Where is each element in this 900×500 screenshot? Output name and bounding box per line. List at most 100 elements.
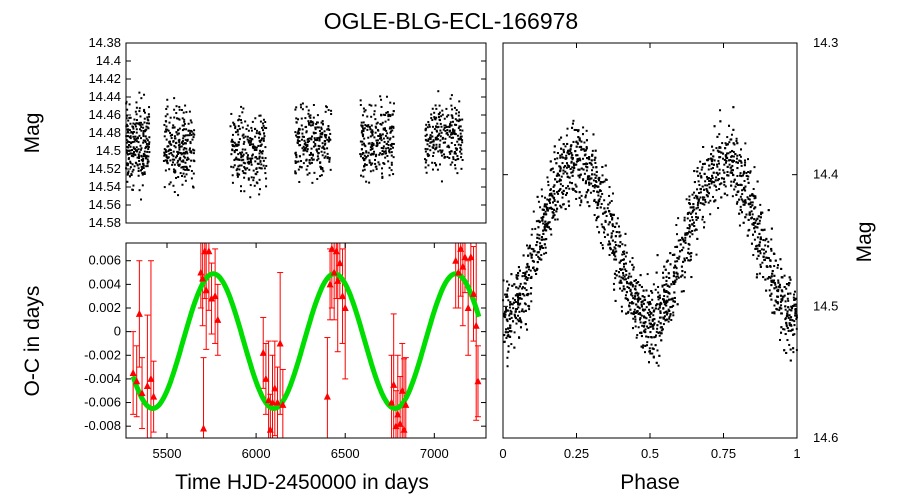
light-curve-point xyxy=(454,167,457,170)
light-curve-point xyxy=(259,133,262,136)
phase-point xyxy=(745,213,748,216)
light-curve-point xyxy=(140,165,143,168)
phase-point xyxy=(545,229,548,232)
light-curve-point xyxy=(146,150,149,153)
phase-point xyxy=(545,238,548,241)
light-curve-point xyxy=(307,138,310,141)
light-curve-point xyxy=(137,174,140,177)
light-curve-point xyxy=(441,113,444,116)
light-curve-point xyxy=(183,147,186,150)
light-curve-point xyxy=(247,141,250,144)
oc-point xyxy=(271,384,279,392)
light-curve-point xyxy=(360,124,363,127)
light-curve-point xyxy=(324,135,327,138)
phase-point xyxy=(730,133,733,136)
light-curve-point xyxy=(375,126,378,129)
phase-point xyxy=(713,181,716,184)
phase-point xyxy=(770,249,773,252)
light-curve-point xyxy=(460,156,463,159)
phase-point xyxy=(643,296,646,299)
light-curve-point xyxy=(295,153,298,156)
light-curve-point xyxy=(451,115,454,118)
oc-point xyxy=(341,304,349,311)
light-curve-point xyxy=(180,166,183,169)
phase-point xyxy=(558,165,561,168)
phase-point xyxy=(673,272,676,275)
phase-point xyxy=(603,211,606,214)
light-curve-point xyxy=(135,137,138,140)
phase-point xyxy=(527,304,530,307)
phase-point xyxy=(673,281,676,284)
light-curve-point xyxy=(380,113,383,116)
phase-point xyxy=(576,142,579,145)
phase-point xyxy=(739,160,742,163)
phase-point xyxy=(662,323,665,326)
light-curve-point xyxy=(382,150,385,153)
light-curve-point xyxy=(137,167,140,170)
phase-point xyxy=(665,318,668,321)
phase-point xyxy=(613,251,616,254)
light-curve-point xyxy=(140,158,143,161)
phase-point xyxy=(660,339,663,342)
light-curve-point xyxy=(192,159,195,162)
light-curve-point xyxy=(359,99,362,102)
light-curve-point xyxy=(320,167,323,170)
phase-point xyxy=(624,255,627,258)
phase-point xyxy=(740,161,743,164)
light-curve-point xyxy=(461,159,464,162)
oc-ytick-label: 0 xyxy=(114,324,121,339)
light-curve-point xyxy=(370,131,373,134)
light-curve-point xyxy=(386,154,389,157)
light-curve-point xyxy=(425,123,428,126)
phase-point xyxy=(778,283,781,286)
light-curve-point xyxy=(309,124,312,127)
light-curve-point xyxy=(316,178,319,181)
phase-point xyxy=(587,157,590,160)
phase-point xyxy=(706,159,709,162)
light-curve-point xyxy=(230,112,233,115)
light-curve-point xyxy=(436,126,439,129)
light-curve-point xyxy=(177,152,180,155)
phase-point xyxy=(744,189,747,192)
phase-point xyxy=(666,312,669,315)
phase-point xyxy=(545,225,548,228)
phase-point xyxy=(545,213,548,216)
phase-point xyxy=(560,206,563,209)
light-curve-point xyxy=(134,147,137,150)
light-curve-point xyxy=(134,139,137,142)
light-curve-point xyxy=(167,156,170,159)
phase-point xyxy=(742,221,745,224)
phase-point xyxy=(621,277,624,280)
phase-point xyxy=(613,253,616,256)
light-curve-point xyxy=(259,114,262,117)
phase-point xyxy=(691,223,694,226)
phase-point xyxy=(771,311,774,314)
phase-point xyxy=(665,279,668,282)
light-curve-point xyxy=(386,132,389,135)
oc-ytick-label: 0.002 xyxy=(88,300,121,315)
phase-point xyxy=(615,274,618,277)
oc-point xyxy=(328,244,336,252)
phase-point xyxy=(588,156,591,159)
light-curve-point xyxy=(173,116,176,119)
phase-point xyxy=(537,219,540,222)
phase-point xyxy=(761,211,764,214)
light-curve-point xyxy=(137,148,140,151)
phase-point xyxy=(574,183,577,186)
light-curve-point xyxy=(132,147,135,150)
light-curve-point xyxy=(170,137,173,140)
phase-point xyxy=(553,184,556,187)
light-curve-point xyxy=(168,183,171,186)
phase-point xyxy=(756,236,759,239)
phase-point xyxy=(682,238,685,241)
phase-point xyxy=(611,252,614,255)
light-curve-point xyxy=(247,178,250,181)
oc-point xyxy=(138,389,146,397)
phase-point xyxy=(508,317,511,320)
phase-point xyxy=(634,285,637,288)
light-curve-point xyxy=(236,173,239,176)
light-curve-point xyxy=(450,141,453,144)
phase-point xyxy=(593,159,596,162)
light-curve-point xyxy=(459,146,462,149)
light-curve-point xyxy=(457,120,460,123)
